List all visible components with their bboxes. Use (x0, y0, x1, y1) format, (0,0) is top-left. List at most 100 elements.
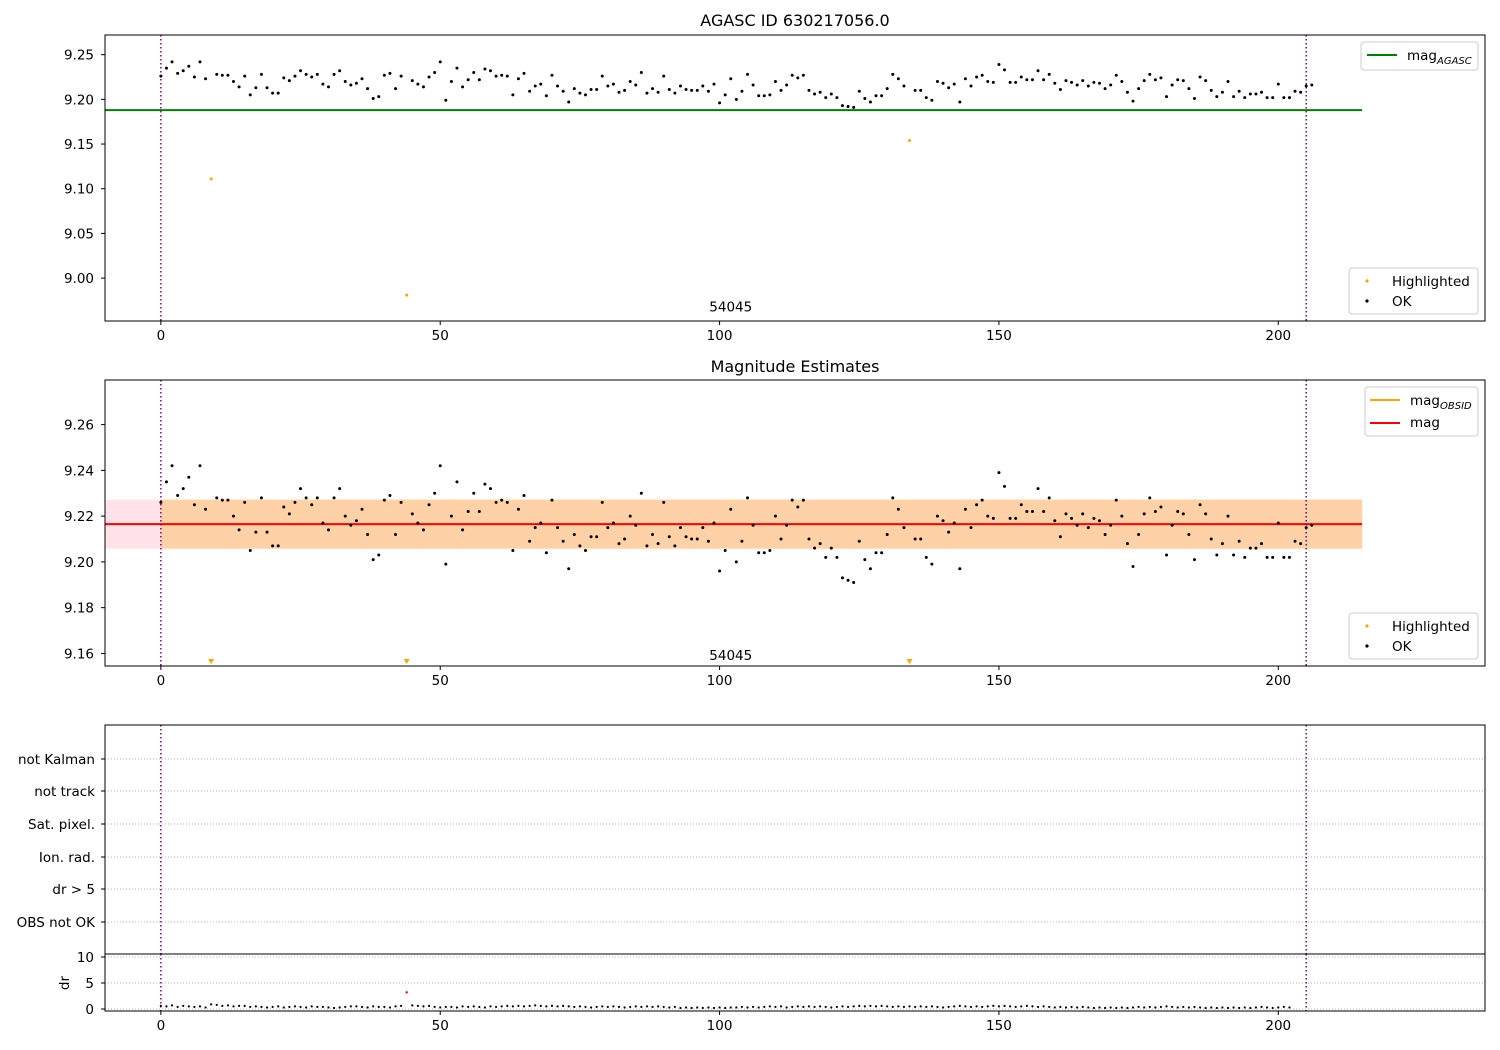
dr-ok-point (1131, 1006, 1135, 1009)
magnitude-ok-point (1109, 523, 1113, 527)
magnitude-ok-point (773, 514, 777, 518)
magnitude-ok-point (516, 507, 520, 511)
agasc-ok-point (1025, 78, 1029, 82)
dr-ok-point (746, 1006, 749, 1009)
dr-ok-point (986, 1005, 989, 1008)
agasc-ok-point (321, 82, 325, 86)
agasc-ok-point (701, 84, 705, 88)
dr-ok-point (751, 1005, 755, 1009)
dr-ok-point (1238, 1006, 1241, 1010)
magnitude-ok-point (1159, 505, 1163, 509)
dr-ok-point (891, 1005, 894, 1009)
magnitude-ok-point (662, 500, 666, 504)
magnitude-legend-highlight-marker (1365, 624, 1369, 628)
agasc-ok-point (1120, 79, 1124, 83)
agasc-ok-point (1030, 78, 1034, 82)
magnitude-ok-point (1114, 498, 1118, 502)
agasc-ok-point (444, 98, 448, 102)
magnitude-ok-point (751, 523, 755, 527)
dr-ok-point (528, 1004, 531, 1007)
agasc-ok-point (1148, 72, 1152, 76)
agasc-ok-point (494, 74, 498, 78)
magnitude-ok-point (192, 503, 196, 507)
dr-ok-point (1282, 1005, 1285, 1009)
dr-ok-point (1260, 1005, 1263, 1009)
magnitude-ok-point (310, 503, 314, 507)
magnitude-ok-point (1226, 514, 1230, 518)
magnitude-ok-point (472, 491, 476, 495)
magnitude-ok-point (986, 514, 990, 518)
agasc-ok-point (282, 76, 286, 80)
dr-ok-point (277, 1005, 280, 1008)
agasc-ok-point (176, 71, 180, 75)
magnitude-ok-point (1232, 553, 1236, 557)
magnitude-ok-point (790, 498, 794, 502)
dr-ok-point (1053, 1006, 1056, 1009)
magnitude-ok-point (1153, 510, 1157, 514)
agasc-ok-point (1114, 73, 1118, 77)
agasc-ok-point (846, 105, 850, 108)
agasc-xtick-label: 50 (432, 328, 449, 344)
agasc-ok-point (1215, 95, 1219, 99)
dr-ok-point (1171, 1005, 1174, 1009)
agasc-ok-point (326, 85, 330, 89)
dr-ok-point (377, 1005, 380, 1009)
dr-ok-point (673, 1005, 676, 1009)
magnitude-ok-point (248, 548, 252, 552)
magnitude-ok-point (1120, 514, 1124, 518)
agasc-ok-point (958, 100, 962, 104)
agasc-ok-point (695, 88, 699, 92)
magnitude-ok-point (639, 491, 643, 495)
agasc-legend-bottom-box (1348, 267, 1479, 315)
dr-ok-point (388, 1006, 392, 1009)
magnitude-panel: Magnitude Estimates 54045 0 50 100 150 200 9.1… (64, 357, 1486, 689)
magnitude-ok-point (1019, 503, 1023, 507)
agasc-ok-point (617, 90, 621, 94)
magnitude-ok-point (332, 496, 336, 500)
agasc-ok-point (1304, 84, 1308, 88)
agasc-ok-point (919, 88, 923, 92)
dr-ok-point (802, 1005, 805, 1009)
magnitude-ok-point (969, 526, 973, 530)
dr-axis-label: dr (57, 975, 73, 990)
magnitude-legend-bottom-box (1348, 612, 1479, 660)
dr-ok-point (293, 1005, 297, 1008)
magnitude-ok-point (600, 500, 604, 504)
magnitude-legend-mag-label: mag (1410, 415, 1440, 431)
magnitude-ok-point (757, 551, 761, 555)
agasc-ok-point (561, 89, 565, 93)
agasc-highlighted-point (209, 177, 213, 181)
dr-ok-point (1120, 1006, 1123, 1009)
magnitude-ytick-label: 9.18 (64, 601, 94, 617)
agasc-ok-point (276, 91, 280, 95)
dr-ok-point (1076, 1006, 1079, 1009)
magnitude-ok-point (377, 553, 381, 557)
magnitude-ok-point (1254, 546, 1258, 550)
dr-ok-point (774, 1005, 777, 1009)
dr-ok-point (511, 1005, 514, 1008)
dr-ok-point (1187, 1006, 1190, 1009)
dr-ok-point (1003, 1004, 1006, 1007)
dr-ok-point (282, 1006, 285, 1009)
dr-xtick-label: 150 (986, 1018, 1012, 1034)
agasc-ok-point (343, 79, 347, 83)
agasc-ytick-label: 9.15 (64, 137, 94, 153)
dr-ok-point (1204, 1006, 1207, 1010)
agasc-ok-point (1260, 90, 1264, 94)
dr-ok-point (729, 1006, 732, 1009)
magnitude-ok-point (371, 558, 375, 562)
magnitude-ok-point (1215, 553, 1219, 557)
agasc-ok-point (366, 87, 370, 91)
magnitude-ok-point (628, 514, 632, 518)
dr-ok-point (880, 1004, 883, 1007)
dr-ok-point (400, 1004, 403, 1007)
magnitude-legend-top: magOBSID mag (1364, 386, 1479, 437)
agasc-legend-bottom: Highlighted OK (1348, 267, 1479, 315)
dr-ok-point (455, 1006, 459, 1009)
agasc-ok-point (1209, 88, 1213, 92)
magnitude-ok-point (382, 498, 386, 502)
dr-ok-point (1271, 1006, 1274, 1010)
magnitude-ok-point (1276, 521, 1280, 525)
magnitude-ok-point (813, 546, 817, 550)
dr-ok-point (696, 1006, 699, 1009)
